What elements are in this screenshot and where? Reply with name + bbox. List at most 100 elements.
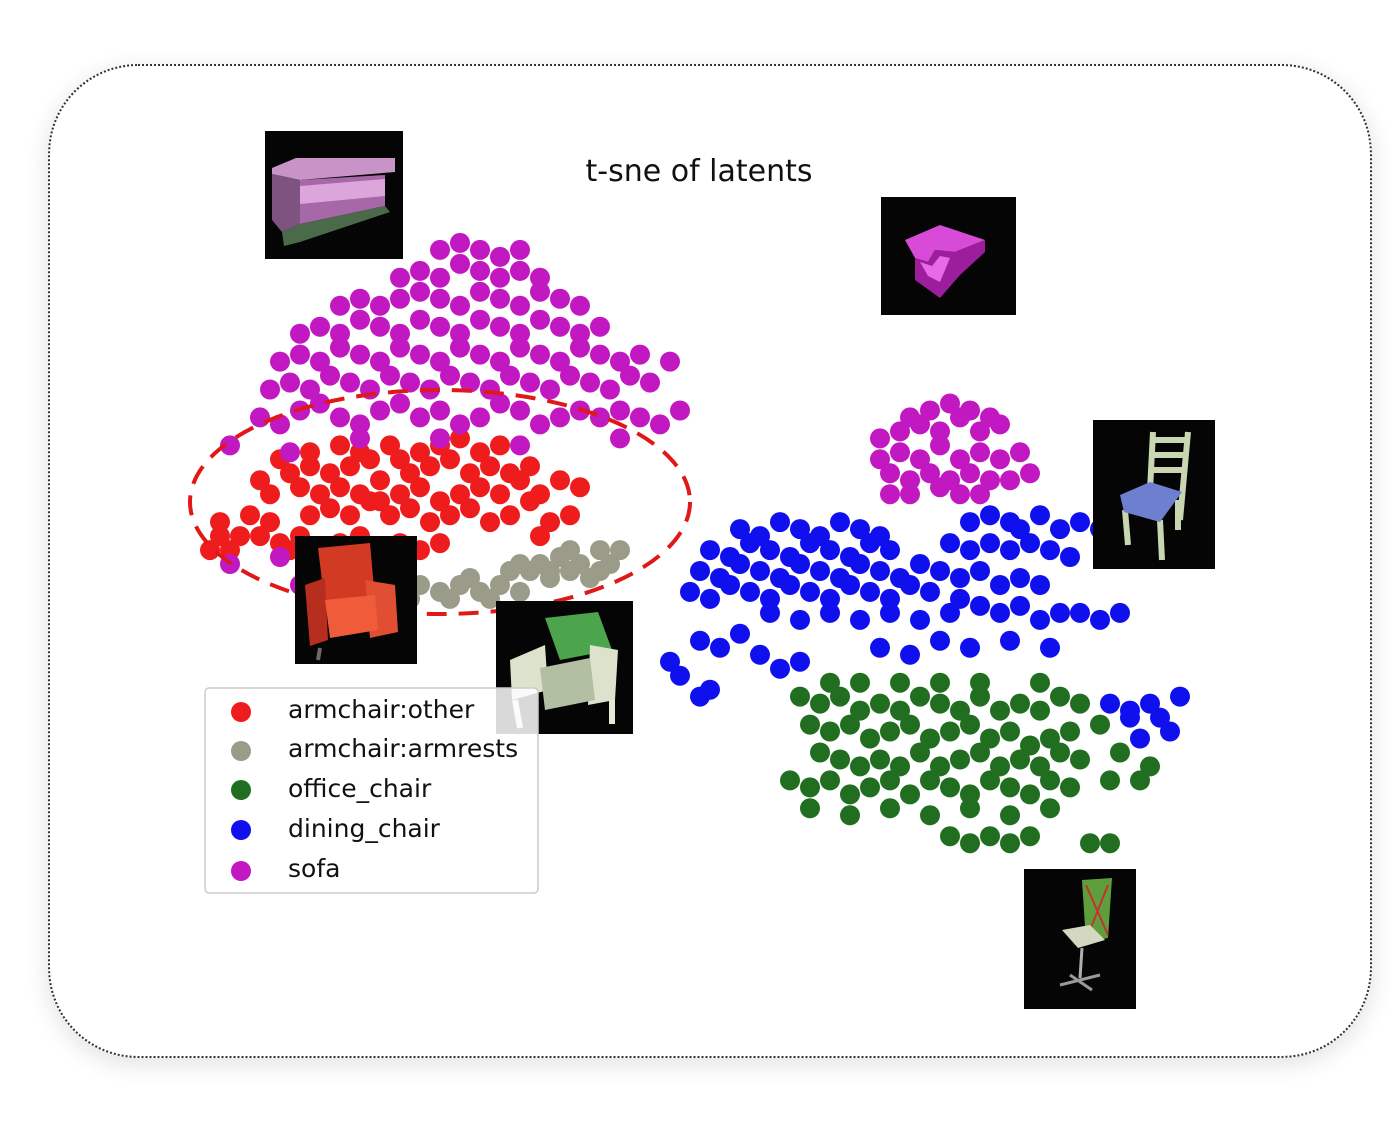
scatter-point (830, 568, 850, 588)
sofa-thumbnail-2 (881, 197, 1016, 315)
scatter-point (330, 323, 350, 344)
scatter-point (760, 588, 780, 609)
scatter-point (900, 784, 920, 805)
scatter-point (1120, 700, 1140, 721)
scatter-point (490, 246, 510, 267)
scatter-point (310, 393, 330, 414)
scatter-point (280, 463, 300, 484)
scatter-point (210, 526, 230, 547)
scatter-point (490, 393, 510, 414)
scatter-point (550, 351, 570, 372)
scatter-point (600, 554, 620, 574)
scatter-point (430, 400, 450, 421)
scatter-point (890, 442, 910, 463)
scatter-point (560, 540, 580, 561)
scatter-point (530, 267, 550, 288)
scatter-point (530, 554, 550, 574)
scatter-point (510, 435, 530, 456)
scatter-point (690, 630, 710, 651)
scatter-point (400, 498, 420, 519)
series-office-chair (780, 672, 1160, 854)
scatter-point (1030, 672, 1050, 693)
scatter-point (450, 253, 470, 274)
scatter-point (510, 323, 530, 344)
legend-label: armchair:armrests (288, 734, 518, 763)
scatter-point (540, 379, 560, 400)
scatter-point (510, 239, 530, 260)
scatter-point (1030, 505, 1050, 526)
scatter-point (1020, 735, 1040, 756)
scatter-point (910, 742, 930, 763)
scatter-point (1070, 693, 1090, 714)
scatter-point (490, 351, 510, 372)
scatter-point (820, 588, 840, 609)
scatter-point (870, 449, 890, 470)
legend-entry: sofa (231, 854, 340, 883)
scatter-point (650, 414, 670, 435)
scatter-point (320, 463, 340, 484)
scatter-point (490, 288, 510, 309)
scatter-point (430, 288, 450, 309)
scatter-point (460, 568, 480, 588)
scatter-point (410, 260, 430, 281)
scatter-point (590, 344, 610, 365)
scatter-point (960, 714, 980, 735)
scatter-point (970, 561, 990, 581)
scatter-point (530, 344, 550, 365)
scatter-point (920, 728, 940, 749)
scatter-point (400, 463, 420, 484)
scatter-point (370, 295, 390, 316)
scatter-point (950, 484, 970, 505)
legend-label: dining_chair (288, 814, 441, 843)
scatter-point (450, 414, 470, 435)
scatter-point (430, 491, 450, 512)
scatter-point (460, 498, 480, 519)
scatter-point (960, 400, 980, 421)
scatter-point (520, 456, 540, 477)
scatter-point (1060, 547, 1080, 567)
scatter-point (670, 400, 690, 421)
scatter-point (970, 686, 990, 707)
scatter-point (1100, 693, 1120, 714)
scatter-point (880, 463, 900, 484)
scatter-point (310, 351, 330, 372)
scatter-point (960, 784, 980, 805)
scatter-point (810, 526, 830, 547)
scatter-point (500, 365, 520, 386)
scatter-point (890, 700, 910, 721)
scatter-point (550, 470, 570, 491)
scatter-point (340, 505, 360, 526)
scatter-point (760, 602, 780, 623)
scatter-point (320, 365, 340, 386)
scatter-point (980, 770, 1000, 791)
scatter-point (490, 484, 510, 505)
scatter-point (260, 379, 280, 400)
legend-label: armchair:other (288, 695, 475, 724)
scatter-point (1110, 742, 1130, 763)
scatter-point (270, 547, 290, 567)
scatter-point (430, 239, 450, 260)
scatter-point (350, 442, 370, 463)
scatter-point (390, 484, 410, 505)
scatter-point (390, 337, 410, 358)
scatter-point (610, 428, 630, 449)
legend-box (204, 687, 539, 894)
scatter-point (1170, 686, 1190, 707)
scatter-point (510, 400, 530, 421)
scatter-point (560, 505, 580, 526)
scatter-point (960, 833, 980, 854)
scatter-point (480, 456, 500, 477)
scatter-point (290, 477, 310, 498)
scatter-point (1020, 463, 1040, 484)
scatter-point (570, 323, 590, 344)
scatter-point (550, 316, 570, 337)
scatter-point (1150, 707, 1170, 728)
scatter-point (920, 581, 940, 602)
scatter-point (380, 365, 400, 386)
scatter-point (880, 721, 900, 742)
scatter-point (780, 547, 800, 567)
scatter-point (920, 463, 940, 484)
scatter-point (770, 512, 790, 533)
scatter-point (1050, 602, 1070, 623)
scatter-point (1050, 686, 1070, 707)
